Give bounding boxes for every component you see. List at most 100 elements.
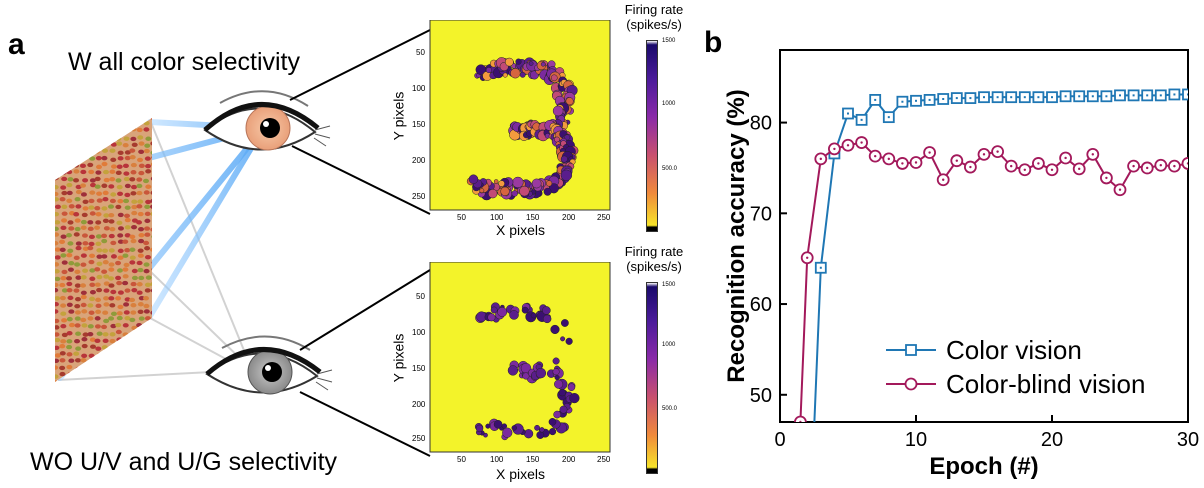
y-tick-label: 70	[750, 203, 772, 225]
firing-map-2: 50 100 150 200 250 50 100 150 200 250 X …	[390, 262, 671, 488]
data-point-dot	[1187, 93, 1188, 96]
mosaic-dot	[82, 371, 89, 377]
mosaic-dot	[110, 311, 117, 317]
mosaic-dot	[136, 367, 143, 373]
mosaic-dot	[74, 269, 81, 275]
mosaic-dot	[66, 331, 73, 336]
mosaic-dot	[59, 247, 66, 252]
mosaic-dot	[115, 329, 122, 335]
mosaic-dot	[60, 275, 67, 281]
mosaic-dot	[145, 118, 152, 119]
firing-blob	[510, 68, 521, 79]
mosaic-dot	[67, 220, 74, 225]
mosaic-dot	[122, 323, 129, 328]
data-point-dot	[1051, 96, 1053, 99]
legend-marker	[905, 344, 917, 356]
mosaic-dot	[131, 268, 138, 274]
mosaic-dot	[123, 310, 130, 315]
mosaic-dot	[74, 358, 81, 363]
data-point-dot	[806, 256, 809, 259]
mosaic-dot	[89, 344, 96, 349]
mosaic-dot	[124, 150, 131, 155]
mosaic-dot	[61, 380, 68, 382]
mosaic-dot	[137, 248, 144, 253]
mosaic-dot	[110, 254, 117, 259]
mosaic-dot	[60, 323, 67, 329]
mosaic-dot	[103, 318, 110, 324]
data-point-dot	[792, 448, 794, 450]
mosaic-dot	[124, 213, 131, 218]
firing-blob	[519, 71, 526, 78]
mosaic-dot	[103, 352, 110, 357]
mosaic-dot	[81, 323, 88, 328]
mosaic-dot	[116, 220, 123, 226]
mosaic-dot	[129, 148, 136, 153]
firing-blob	[560, 169, 573, 181]
mosaic-dot	[110, 289, 117, 295]
mosaic-dot	[94, 338, 101, 344]
firing-blob	[493, 419, 503, 429]
data-point-dot	[874, 154, 877, 158]
mosaic-dot	[131, 275, 138, 281]
colorbar-1-tick: 1500	[662, 38, 676, 44]
mosaic-dot	[129, 255, 136, 260]
mosaic-dot	[144, 380, 151, 382]
firing-blob	[560, 336, 566, 342]
mosaic-dot	[138, 232, 145, 238]
mosaic-dot	[150, 227, 152, 232]
mosaic-dot	[96, 254, 103, 259]
mosaic-dot	[122, 332, 129, 337]
mosaic-dot	[55, 127, 59, 133]
mosaic-dot	[74, 339, 81, 344]
mosaic-dot	[122, 163, 129, 169]
mosaic-dot	[122, 143, 129, 148]
data-point-dot	[983, 96, 985, 99]
mosaic-dot	[101, 324, 108, 330]
mosaic-dot	[116, 359, 123, 365]
map-2-xtick: 200	[562, 455, 576, 464]
mosaic-dot	[66, 233, 73, 238]
mosaic-dot	[73, 212, 80, 217]
mosaic-dot	[117, 156, 124, 161]
data-point-dot	[1078, 167, 1081, 171]
mosaic-dot	[143, 178, 150, 184]
mosaic-dot	[144, 254, 151, 260]
mosaic-dot	[108, 184, 115, 189]
mosaic-dot	[143, 309, 150, 314]
firing-blob	[560, 155, 568, 163]
mosaic-dot	[144, 288, 151, 293]
mosaic-dot	[131, 287, 138, 293]
map-2-xtick: 250	[597, 455, 611, 464]
mosaic-dot	[108, 379, 115, 382]
y-axis-label: Recognition accuracy (%)	[723, 89, 750, 382]
mosaic-dot	[55, 118, 60, 119]
mosaic-dot	[82, 268, 89, 273]
mosaic-dot	[136, 120, 143, 126]
firing-blob	[548, 418, 557, 426]
mosaic-dot	[89, 282, 96, 287]
mosaic-dot	[67, 267, 74, 272]
mosaic-dot	[96, 141, 103, 146]
mosaic-dot	[95, 366, 102, 372]
firing-blob	[553, 410, 562, 419]
mosaic-dot	[152, 338, 158, 342]
mosaic-dot	[66, 169, 73, 175]
mosaic-dot	[110, 157, 117, 162]
mosaic-dot	[136, 220, 143, 225]
mosaic-dot	[108, 248, 115, 253]
firing-blob	[552, 105, 564, 117]
mosaic-dot	[74, 226, 81, 232]
mosaic-dot	[117, 239, 124, 244]
data-point-dot	[874, 98, 877, 101]
mosaic-dot	[94, 225, 101, 230]
mosaic-dot	[102, 218, 109, 223]
data-point-dot	[1037, 96, 1040, 99]
mosaic-dot	[150, 310, 152, 315]
mosaic-dot	[123, 262, 130, 268]
mosaic-dot	[144, 345, 151, 351]
mosaic-dot	[95, 220, 102, 225]
mosaic-dot	[122, 267, 129, 272]
mosaic-dot	[96, 198, 103, 203]
mosaic-dot	[75, 204, 82, 209]
eye-color	[203, 90, 331, 151]
